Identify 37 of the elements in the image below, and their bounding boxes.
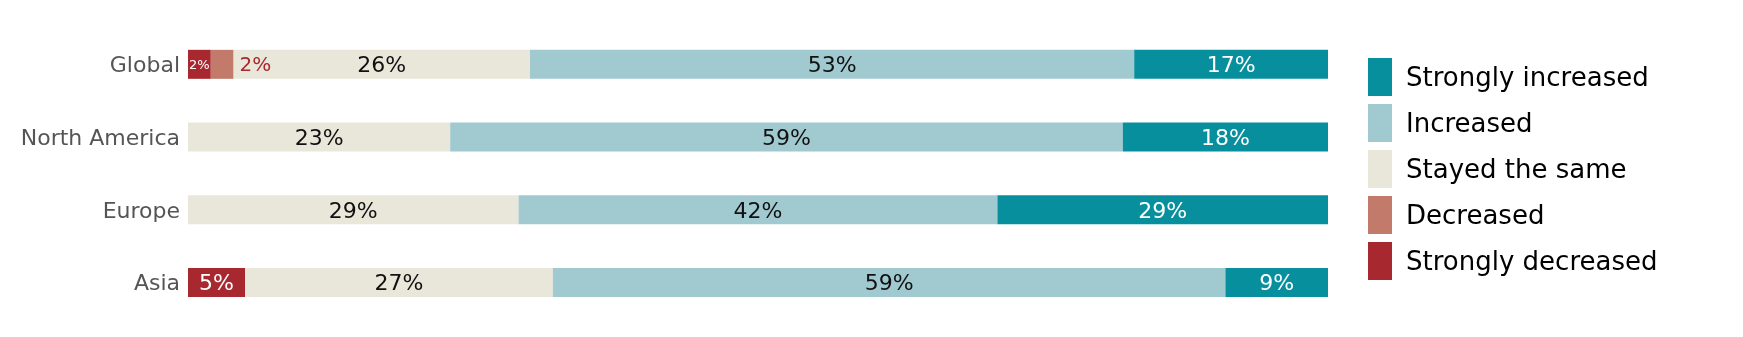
bar	[210, 49, 234, 79]
bar	[518, 195, 998, 225]
y-tick-label: North America	[20, 124, 180, 150]
bar	[1225, 268, 1328, 298]
data-label: 29%	[1138, 197, 1188, 223]
data-label: 29%	[328, 197, 378, 223]
data-label: 2%	[189, 56, 210, 72]
legend-label: Strongly increased	[1406, 61, 1649, 92]
data-label: 53%	[807, 52, 857, 78]
y-tick-label: Europe	[102, 197, 180, 223]
bar	[188, 195, 519, 225]
bar	[450, 122, 1123, 152]
y-tick-label: Asia	[133, 270, 180, 296]
bar	[245, 268, 553, 298]
data-label: 2%	[239, 52, 272, 77]
data-label: 59%	[864, 270, 914, 296]
data-label: 42%	[733, 197, 783, 223]
bar	[552, 268, 1226, 298]
data-label: 18%	[1200, 124, 1250, 150]
data-label: 5%	[199, 270, 234, 296]
legend-label: Increased	[1406, 107, 1533, 138]
legend-label: Stayed the same	[1406, 153, 1627, 184]
bar	[1134, 49, 1328, 79]
bar	[1122, 122, 1328, 152]
data-label: 27%	[374, 270, 424, 296]
data-label: 59%	[762, 124, 811, 150]
bar	[997, 195, 1328, 225]
data-label: 23%	[294, 124, 344, 150]
bar	[188, 122, 451, 152]
data-label: 9%	[1259, 270, 1295, 296]
legend-label: Strongly decreased	[1406, 245, 1658, 276]
bar	[233, 49, 530, 79]
bar	[530, 49, 1135, 79]
legend-label: Decreased	[1406, 199, 1545, 230]
data-label: 26%	[357, 52, 407, 78]
data-label: 17%	[1206, 52, 1256, 78]
y-tick-label: Global	[109, 52, 180, 78]
